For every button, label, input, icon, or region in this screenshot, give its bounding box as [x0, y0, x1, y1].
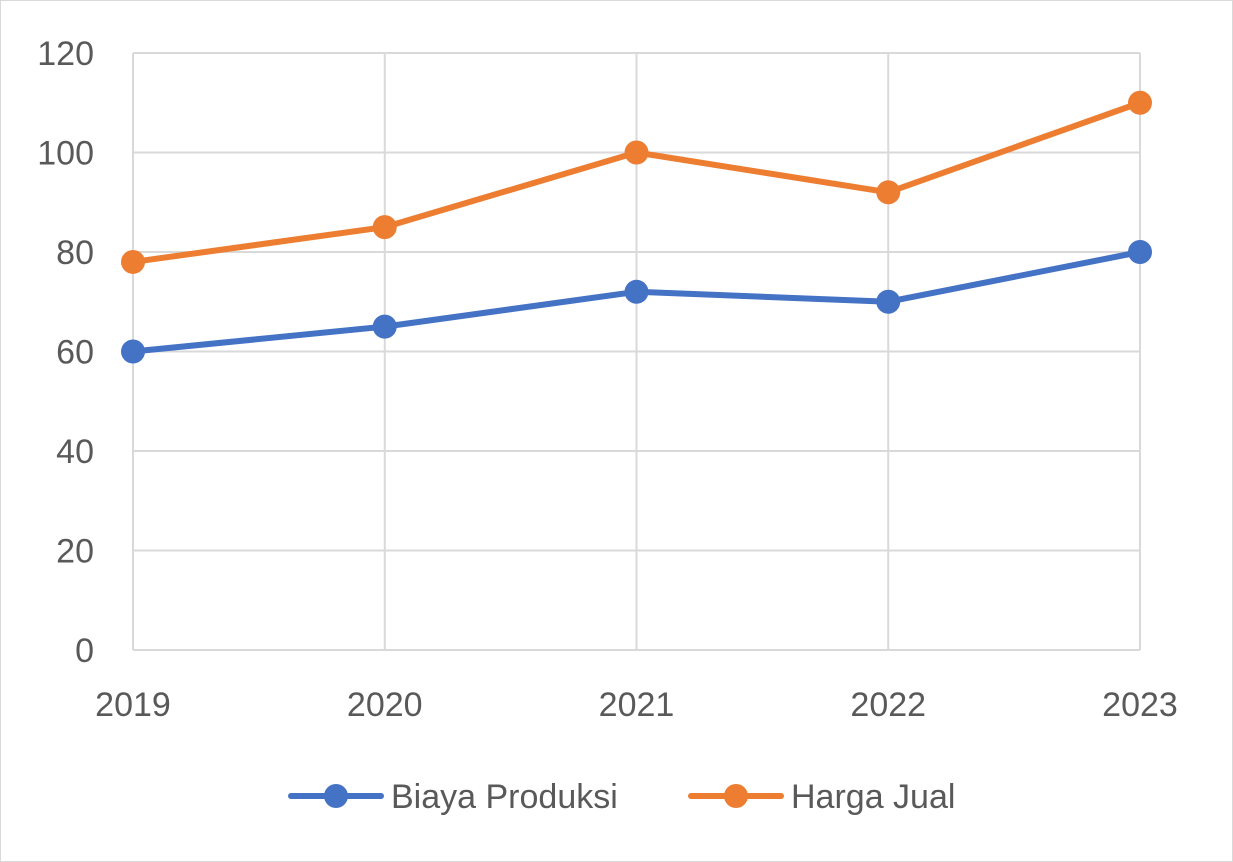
data-point	[624, 279, 649, 304]
y-tick-label: 0	[75, 632, 94, 670]
data-point	[372, 215, 397, 240]
x-tick-label: 2021	[599, 686, 675, 724]
x-axis-tick-labels: 2019 2020 2021 2022 2023	[95, 686, 1178, 724]
y-tick-label: 80	[56, 234, 94, 272]
y-tick-label: 60	[56, 334, 94, 372]
x-tick-label: 2023	[1102, 686, 1178, 724]
legend-marker	[324, 784, 348, 808]
x-tick-label: 2022	[850, 686, 926, 724]
y-tick-label: 20	[56, 533, 94, 571]
x-tick-label: 2020	[347, 686, 423, 724]
x-tick-label: 2019	[95, 686, 171, 724]
data-point	[372, 314, 397, 339]
data-point	[876, 289, 901, 314]
data-point	[1128, 240, 1152, 264]
series-lines	[121, 90, 1152, 364]
legend-label: Harga Jual	[791, 778, 955, 816]
data-point	[121, 339, 145, 364]
y-axis-tick-labels: 0 20 40 60 80 100 120	[37, 35, 94, 670]
data-point	[1128, 90, 1152, 115]
legend: Biaya Produksi Harga Jual	[288, 778, 955, 816]
series-biaya-produksi	[121, 240, 1152, 364]
data-point	[121, 249, 145, 274]
y-tick-label: 40	[56, 433, 94, 471]
legend-item: Biaya Produksi	[288, 778, 618, 816]
series-harga-jual	[121, 90, 1152, 274]
legend-marker	[724, 784, 748, 808]
data-point	[876, 180, 901, 205]
legend-item: Harga Jual	[688, 778, 955, 816]
data-point	[624, 140, 649, 165]
legend-label: Biaya Produksi	[391, 778, 618, 816]
y-tick-label: 120	[37, 35, 94, 73]
y-tick-label: 100	[37, 135, 94, 173]
